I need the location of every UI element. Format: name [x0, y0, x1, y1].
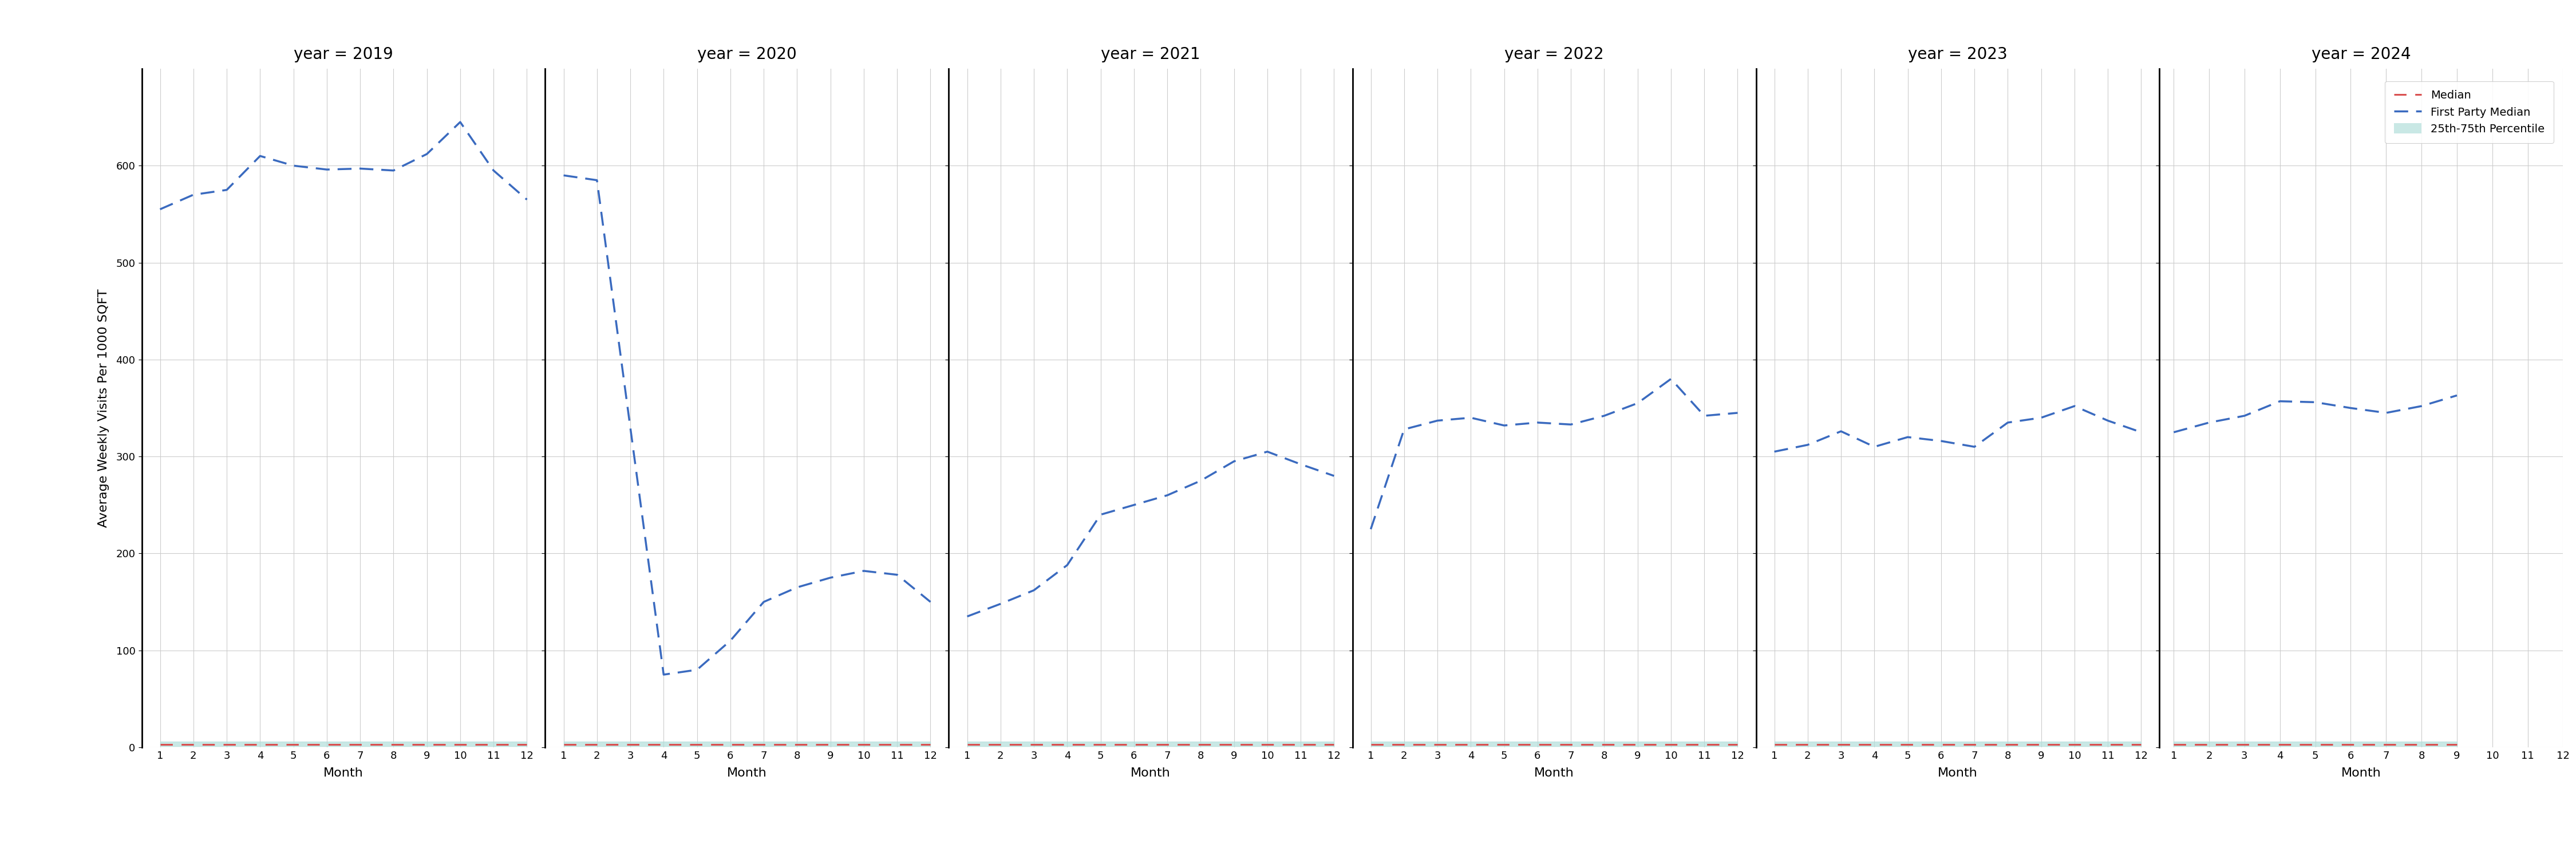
Title: year = 2024: year = 2024 — [2311, 46, 2411, 63]
X-axis label: Month: Month — [2342, 767, 2380, 778]
Title: year = 2022: year = 2022 — [1504, 46, 1605, 63]
X-axis label: Month: Month — [1131, 767, 1170, 778]
Title: year = 2019: year = 2019 — [294, 46, 394, 63]
Title: year = 2023: year = 2023 — [1909, 46, 2007, 63]
X-axis label: Month: Month — [1937, 767, 1978, 778]
Title: year = 2021: year = 2021 — [1100, 46, 1200, 63]
Title: year = 2020: year = 2020 — [698, 46, 796, 63]
X-axis label: Month: Month — [325, 767, 363, 778]
X-axis label: Month: Month — [726, 767, 768, 778]
Y-axis label: Average Weekly Visits Per 1000 SQFT: Average Weekly Visits Per 1000 SQFT — [98, 289, 111, 527]
Legend: Median, First Party Median, 25th-75th Percentile: Median, First Party Median, 25th-75th Pe… — [2385, 81, 2553, 143]
X-axis label: Month: Month — [1535, 767, 1574, 778]
